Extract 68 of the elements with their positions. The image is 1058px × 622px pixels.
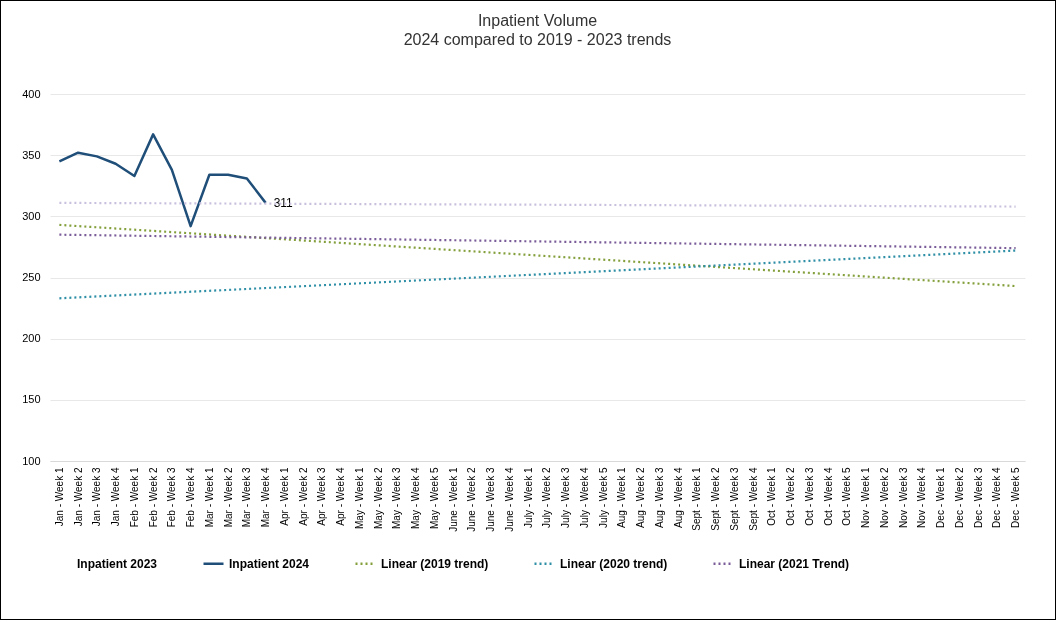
y-tick-label: 100 — [22, 454, 41, 467]
x-tick-label: Dec - Week 3 — [972, 467, 984, 528]
legend-label: Linear (2020 trend) — [560, 556, 668, 571]
x-tick-label: Aug - Week 1 — [616, 467, 628, 528]
x-tick-label: Sept - Week 2 — [710, 467, 722, 531]
x-tick-label: June - Week 4 — [503, 467, 515, 532]
x-tick-label: Jan - Week 3 — [91, 467, 103, 527]
y-tick-label: 200 — [22, 332, 41, 345]
x-tick-label: July - Week 4 — [578, 467, 590, 528]
x-tick-label: June - Week 2 — [466, 467, 478, 532]
x-tick-label: May - Week 1 — [353, 467, 365, 529]
y-tick-label: 300 — [22, 209, 41, 222]
x-tick-label: June - Week 1 — [447, 467, 459, 532]
legend-label: Inpatient 2024 — [229, 556, 310, 571]
x-tick-label: Feb - Week 1 — [128, 467, 140, 528]
x-tick-label: Dec - Week 4 — [991, 467, 1003, 528]
x-tick-label: Jan - Week 4 — [110, 467, 122, 527]
x-tick-label: Aug - Week 4 — [672, 467, 684, 528]
x-tick-label: Sept - Week 1 — [691, 467, 703, 531]
x-tick-label: July - Week 1 — [522, 467, 534, 528]
x-tick-label: Dec - Week 5 — [1010, 467, 1022, 528]
legend-label: Linear (2019 trend) — [381, 556, 489, 571]
x-tick-label: Apr - Week 3 — [316, 467, 328, 526]
x-tick-label: July - Week 5 — [597, 467, 609, 528]
x-tick-label: Aug - Week 3 — [653, 467, 665, 528]
x-tick-label: Oct - Week 2 — [785, 467, 797, 526]
x-tick-label: July - Week 3 — [560, 467, 572, 528]
x-tick-label: Apr - Week 2 — [297, 467, 309, 526]
line-series — [58, 133, 267, 228]
x-tick-label: Oct - Week 5 — [841, 467, 853, 526]
x-tick-label: Jan - Week 2 — [72, 467, 84, 527]
x-tick-label: Mar - Week 4 — [260, 467, 272, 528]
x-tick-label: Oct - Week 4 — [822, 467, 834, 526]
x-tick-label: Oct - Week 1 — [766, 467, 778, 526]
x-tick-label: Sept - Week 3 — [728, 467, 740, 531]
x-tick-label: Mar - Week 2 — [222, 467, 234, 528]
x-tick-label: Sept - Week 4 — [747, 467, 759, 531]
y-tick-label: 250 — [22, 271, 41, 283]
x-tick-label: June - Week 3 — [485, 467, 497, 532]
x-tick-label: Nov - Week 1 — [860, 467, 872, 528]
legend-label: Linear (2021 Trend) — [739, 556, 850, 571]
data-label: 311 — [273, 195, 294, 210]
x-tick-label: Aug - Week 2 — [635, 467, 647, 528]
x-tick-label: Dec - Week 1 — [935, 467, 947, 528]
text: Inpatient 2023 — [77, 556, 158, 571]
chart-subtitle: 2024 compared to 2019 - 2023 trends — [403, 31, 672, 48]
x-tick-label: Nov - Week 2 — [878, 467, 890, 528]
x-tick-label: Oct - Week 3 — [803, 467, 815, 526]
y-tick-label: 400 — [22, 87, 41, 100]
x-tick-label: Feb - Week 4 — [185, 467, 197, 528]
x-tick-label: May - Week 5 — [428, 467, 440, 529]
x-tick-label: Nov - Week 3 — [897, 467, 909, 528]
x-tick-label: Dec - Week 2 — [953, 467, 965, 528]
x-tick-label: May - Week 3 — [391, 467, 403, 529]
x-tick-label: May - Week 2 — [372, 467, 384, 529]
y-tick-label: 350 — [22, 148, 41, 161]
y-tick-label: 150 — [22, 393, 41, 406]
x-tick-label: Mar - Week 1 — [203, 467, 215, 528]
chart-title: Inpatient Volume — [477, 12, 598, 29]
x-tick-label: Apr - Week 4 — [335, 467, 347, 526]
x-tick-label: Mar - Week 3 — [241, 467, 253, 528]
x-tick-label: Jan - Week 1 — [53, 467, 65, 527]
x-tick-label: Nov - Week 4 — [916, 467, 928, 528]
x-tick-label: Feb - Week 2 — [147, 467, 159, 528]
x-tick-label: July - Week 2 — [541, 467, 553, 528]
x-tick-label: Feb - Week 3 — [166, 467, 178, 528]
x-tick-label: May - Week 4 — [410, 467, 422, 529]
x-tick-label: Apr - Week 1 — [278, 467, 290, 526]
